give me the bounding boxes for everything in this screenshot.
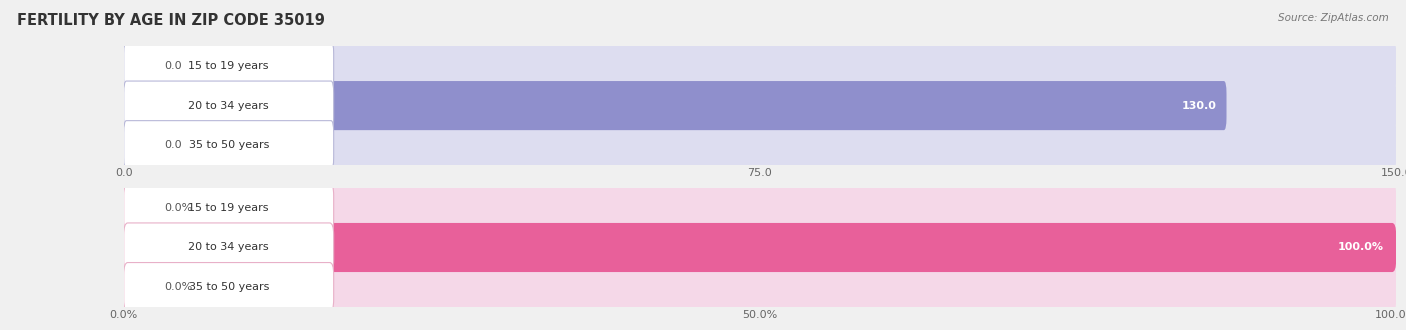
Text: 15 to 19 years: 15 to 19 years [188,61,269,71]
Text: 0.0: 0.0 [165,61,181,71]
FancyBboxPatch shape [124,223,333,272]
Text: FERTILITY BY AGE IN ZIP CODE 35019: FERTILITY BY AGE IN ZIP CODE 35019 [17,13,325,28]
Text: 20 to 34 years: 20 to 34 years [188,101,269,111]
FancyBboxPatch shape [124,42,1396,90]
Text: 0.0%: 0.0% [165,203,193,213]
FancyBboxPatch shape [124,183,1396,232]
Text: 35 to 50 years: 35 to 50 years [188,140,269,150]
FancyBboxPatch shape [124,263,152,312]
FancyBboxPatch shape [124,121,1396,170]
FancyBboxPatch shape [124,81,1396,130]
FancyBboxPatch shape [124,42,333,90]
FancyBboxPatch shape [124,263,1396,312]
FancyBboxPatch shape [124,121,152,170]
FancyBboxPatch shape [124,121,333,170]
Text: 0.0%: 0.0% [165,282,193,292]
Text: 20 to 34 years: 20 to 34 years [188,243,269,252]
Text: 130.0: 130.0 [1181,101,1216,111]
Text: 35 to 50 years: 35 to 50 years [188,282,269,292]
FancyBboxPatch shape [124,81,1226,130]
Text: 0.0: 0.0 [165,140,181,150]
FancyBboxPatch shape [124,183,152,232]
Text: Source: ZipAtlas.com: Source: ZipAtlas.com [1278,13,1389,23]
FancyBboxPatch shape [124,42,152,90]
FancyBboxPatch shape [124,223,1396,272]
FancyBboxPatch shape [124,223,1396,272]
Text: 15 to 19 years: 15 to 19 years [188,203,269,213]
FancyBboxPatch shape [124,81,333,130]
FancyBboxPatch shape [124,183,333,232]
Text: 100.0%: 100.0% [1337,243,1384,252]
FancyBboxPatch shape [124,263,333,312]
